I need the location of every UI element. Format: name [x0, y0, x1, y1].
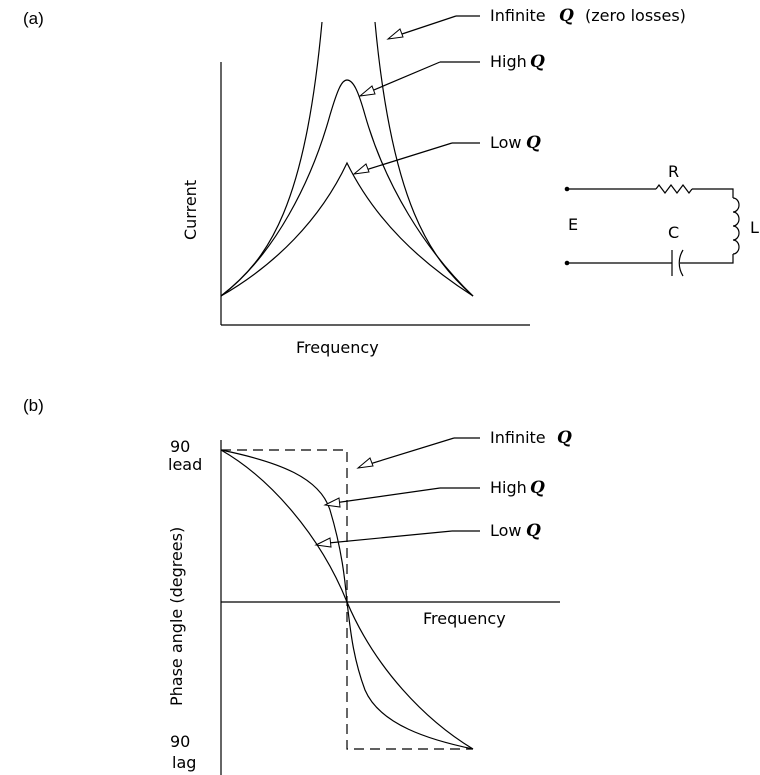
infinite-q-current-curve-right [374, 21, 474, 297]
rlc-circuit: E R C L [564, 162, 759, 277]
callout-low-q-a: Low Q [352, 133, 541, 175]
svg-text:Low: Low [490, 521, 522, 540]
low-q-current-curve [220, 161, 474, 297]
callout-high-q-a: High Q [358, 52, 545, 97]
svg-text:Q: Q [559, 6, 574, 26]
panel-a-tag: (a) [23, 9, 44, 28]
svg-text:Q: Q [557, 428, 572, 448]
infinite-q-current-curve [220, 21, 323, 297]
panel-a-y-label: Current [181, 180, 200, 240]
panel-b-x-label: Frequency [423, 609, 506, 628]
callout-high-q-b: High Q [323, 478, 545, 508]
panel-a-x-label: Frequency [296, 338, 379, 357]
panel-b-tag: (b) [23, 396, 44, 415]
circuit-label-e: E [568, 215, 578, 234]
callout-infinite-q-a: Infinite Q (zero losses) [386, 6, 686, 40]
lag-value: 90 [170, 732, 190, 751]
svg-text:Q: Q [530, 478, 545, 498]
circuit-label-l: L [750, 218, 759, 237]
svg-text:Infinite: Infinite [490, 428, 546, 447]
panel-b-y-label: Phase angle (degrees) [167, 527, 186, 706]
svg-text:Q: Q [526, 521, 541, 541]
lag-word: lag [172, 753, 196, 772]
inductor-symbol [732, 197, 740, 255]
svg-text:Q: Q [530, 52, 545, 72]
low-q-phase-curve [220, 449, 474, 750]
callout-infinite-q-b: Infinite Q [356, 428, 572, 469]
lead-word: lead [168, 455, 202, 474]
svg-text:(zero losses): (zero losses) [585, 6, 686, 25]
svg-text:High: High [490, 52, 527, 71]
high-q-phase-curve [220, 449, 474, 750]
svg-text:Infinite: Infinite [490, 6, 546, 25]
resistor-symbol [655, 184, 693, 194]
circuit-label-r: R [668, 162, 679, 181]
callout-low-q-b: Low Q [314, 521, 541, 548]
lead-value: 90 [170, 437, 190, 456]
svg-text:Q: Q [526, 133, 541, 153]
high-q-current-curve [220, 79, 474, 297]
svg-text:High: High [490, 478, 527, 497]
circuit-label-c: C [668, 223, 679, 242]
svg-text:Low: Low [490, 133, 522, 152]
